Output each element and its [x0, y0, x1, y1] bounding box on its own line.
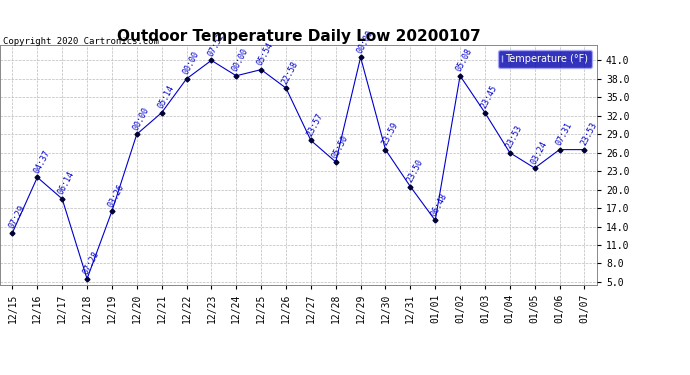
- Text: 00:00: 00:00: [355, 28, 375, 55]
- Text: 23:59: 23:59: [380, 121, 400, 147]
- Text: 22:58: 22:58: [281, 59, 300, 86]
- Text: 05:50: 05:50: [331, 133, 350, 159]
- Text: 23:57: 23:57: [306, 112, 325, 138]
- Text: 05:08: 05:08: [455, 47, 474, 73]
- Text: 07:52: 07:52: [206, 32, 226, 58]
- Text: 00:00: 00:00: [131, 105, 151, 132]
- Text: 07:29: 07:29: [7, 204, 27, 230]
- Text: 05:54: 05:54: [256, 41, 275, 67]
- Text: 23:53: 23:53: [504, 124, 524, 150]
- Text: 23:53: 23:53: [579, 121, 599, 147]
- Text: 06:14: 06:14: [57, 170, 77, 196]
- Text: 05:14: 05:14: [156, 84, 176, 110]
- Text: 00:00: 00:00: [230, 47, 250, 73]
- Legend: Temperature (°F): Temperature (°F): [498, 50, 592, 68]
- Text: 06:48: 06:48: [430, 192, 449, 218]
- Text: Copyright 2020 Cartronics.com: Copyright 2020 Cartronics.com: [3, 38, 159, 46]
- Text: 07:28: 07:28: [81, 250, 101, 276]
- Text: 03:24: 03:24: [529, 140, 549, 166]
- Text: 04:37: 04:37: [32, 148, 52, 175]
- Text: 23:45: 23:45: [480, 84, 499, 110]
- Text: 23:50: 23:50: [405, 158, 424, 184]
- Text: 00:00: 00:00: [181, 50, 201, 76]
- Text: 07:31: 07:31: [554, 121, 574, 147]
- Title: Outdoor Temperature Daily Low 20200107: Outdoor Temperature Daily Low 20200107: [117, 29, 480, 44]
- Text: 03:26: 03:26: [106, 182, 126, 209]
